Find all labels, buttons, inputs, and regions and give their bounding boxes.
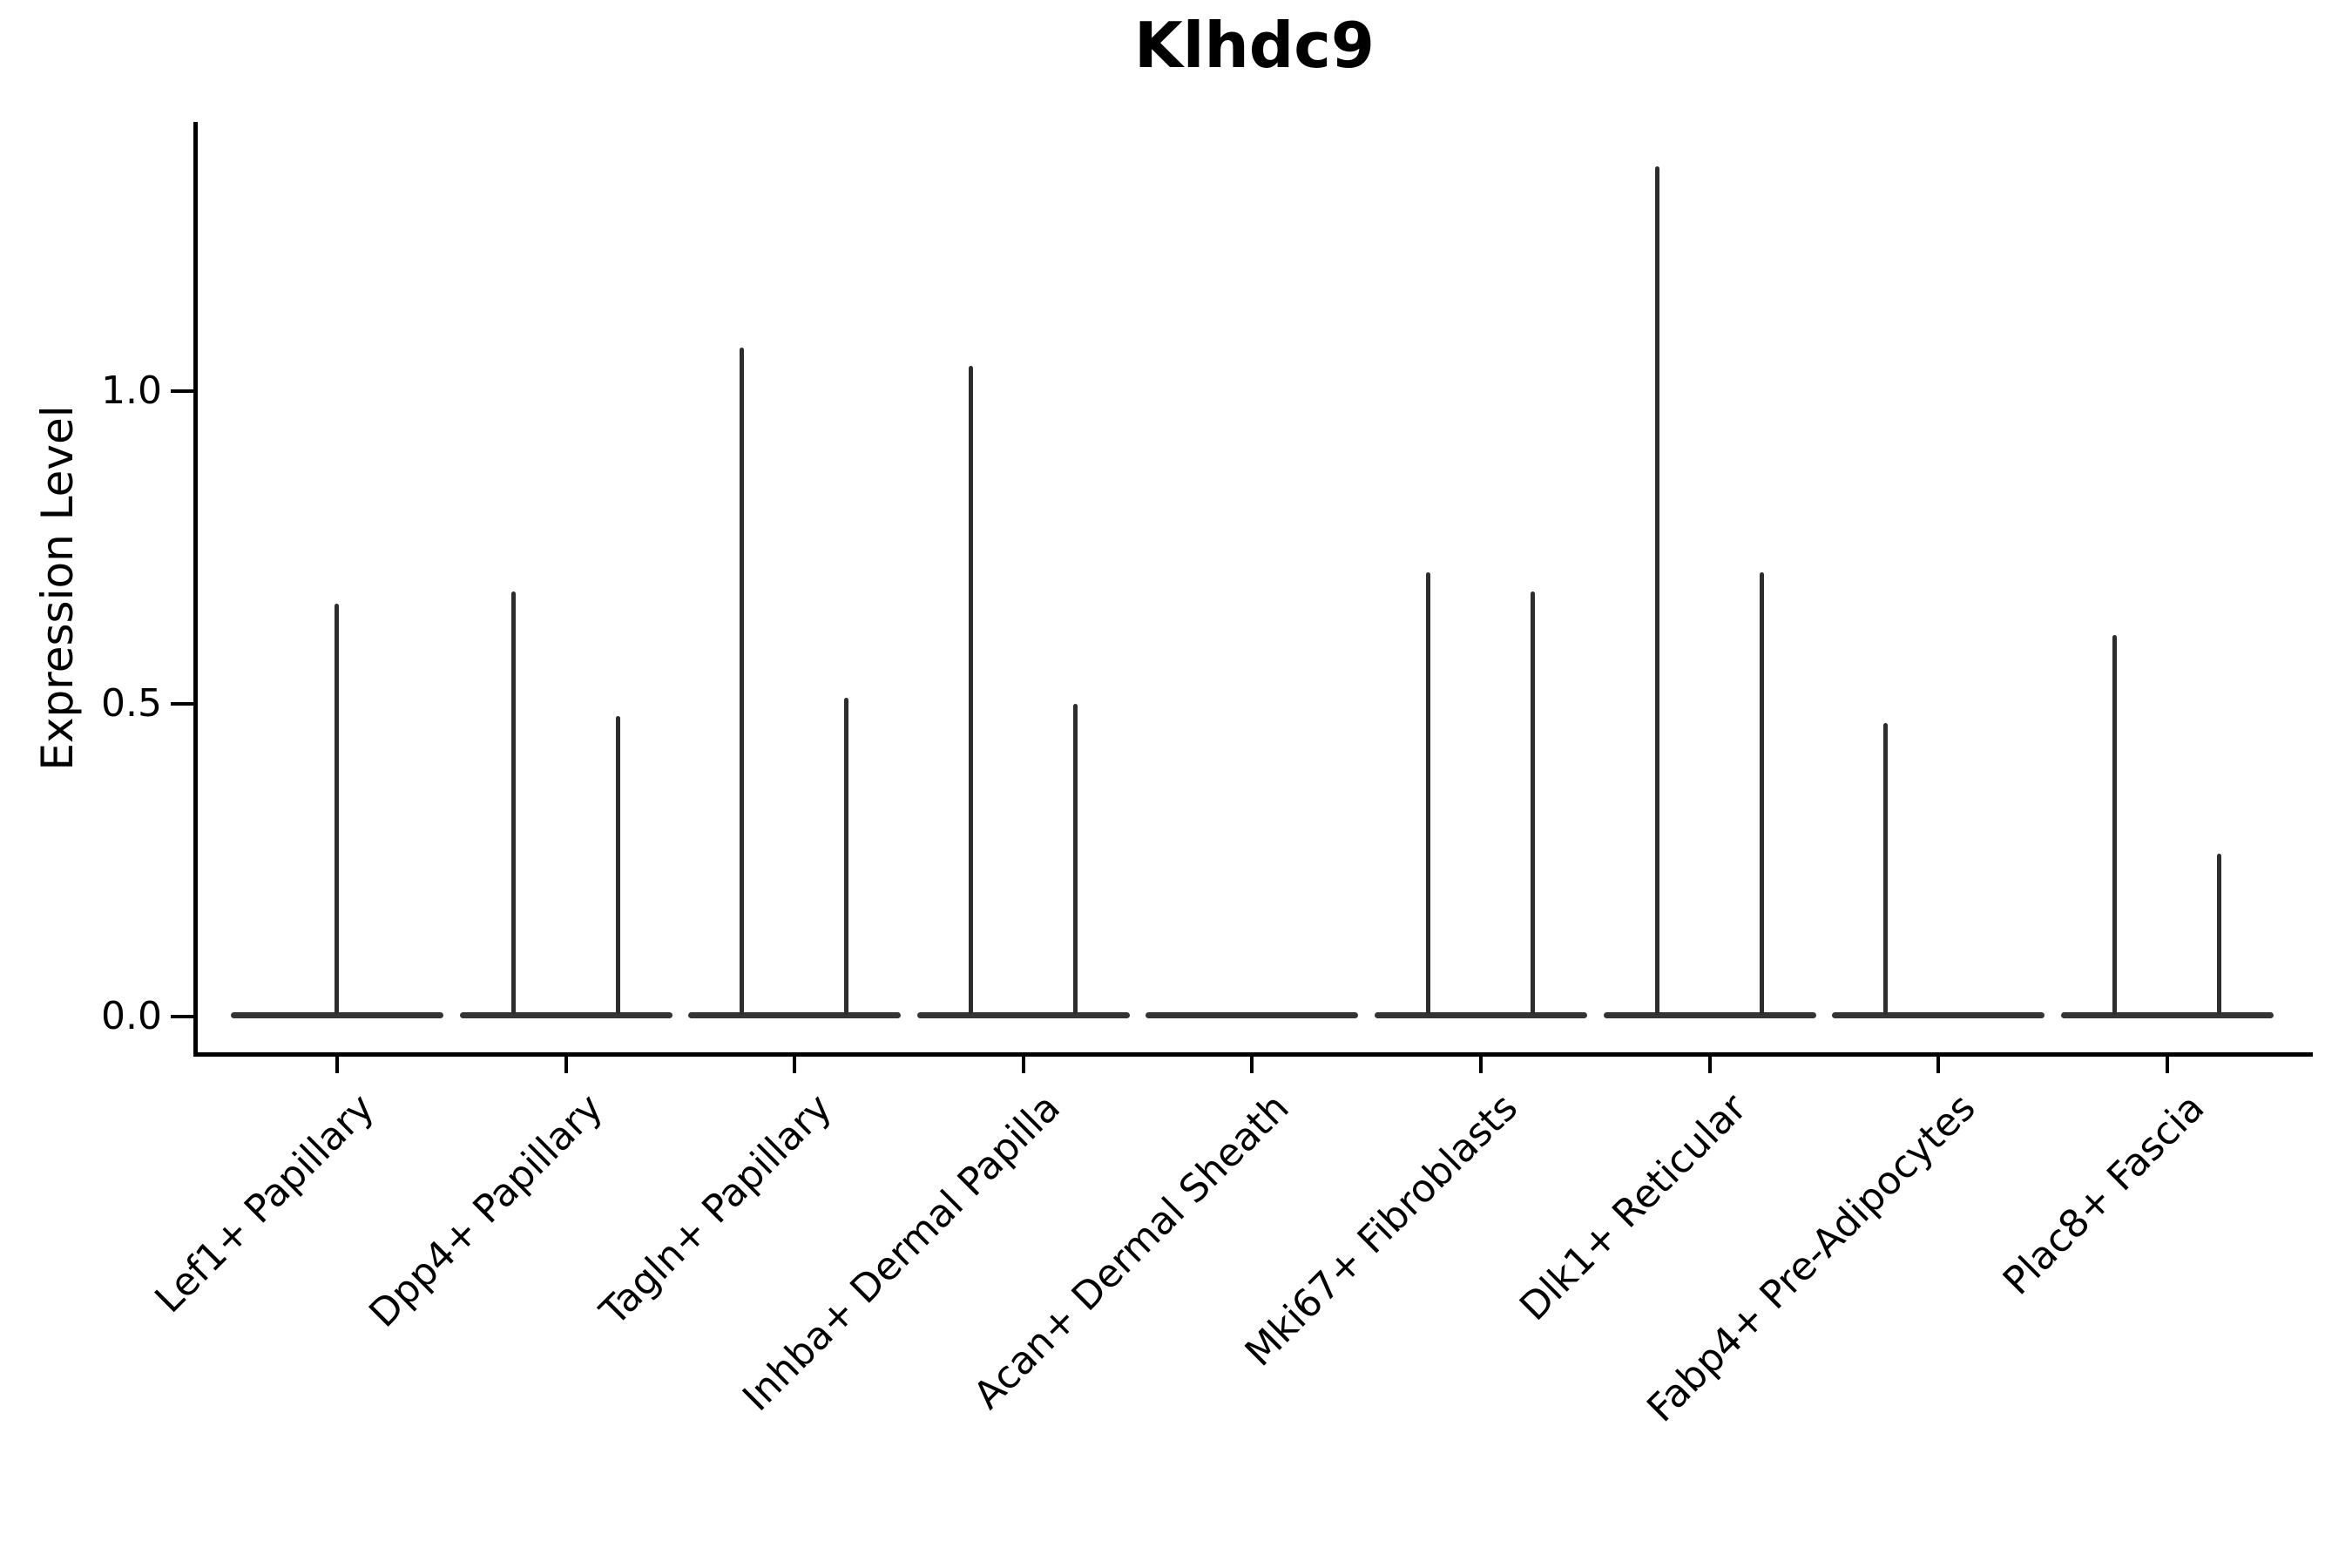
x-tick-mark [2165,1054,2169,1073]
violin-spike [335,604,339,1015]
violin-spike [968,366,973,1015]
x-tick-label: Plac8+ Fascia [1994,1085,2213,1304]
violin-spike [2216,854,2221,1015]
violin-spike [615,716,620,1015]
y-axis-spine [193,122,198,1056]
x-tick-label: Dlk1+ Reticular [1511,1085,1755,1329]
x-tick-mark [564,1054,568,1073]
chart-title: Klhdc9 [1133,9,1375,82]
violin-spike [740,347,745,1015]
x-tick-mark [1479,1054,1483,1073]
violin-spike [1759,572,1764,1015]
violin-spike [1072,704,1078,1015]
violin-baseline [2060,1012,2274,1018]
y-tick-mark [171,1015,195,1018]
x-tick-mark [1021,1054,1025,1073]
x-tick-mark [793,1054,797,1073]
x-tick-mark [1707,1054,1712,1073]
violin-baseline [231,1012,443,1018]
y-tick-label: 0.5 [101,681,162,726]
x-tick-label: Lef1+ Papillary [145,1085,383,1322]
x-tick-mark [1936,1054,1941,1073]
violin-baseline [1603,1012,1816,1018]
violin-spike [1426,572,1430,1015]
x-tick-mark [335,1054,339,1073]
violin-baseline [459,1012,672,1018]
y-tick-label: 1.0 [101,368,162,413]
violin-baseline [688,1012,902,1018]
violin-baseline [1375,1012,1587,1018]
y-tick-mark [171,702,195,706]
violin-spike [2112,635,2117,1015]
violin-spike [1654,166,1659,1015]
violin-baseline [1146,1012,1359,1018]
violin-baseline [1832,1012,2045,1018]
x-tick-label: Dpp4+ Papillary [361,1085,612,1336]
violin-spike [510,591,516,1015]
y-tick-label: 0.0 [101,994,162,1038]
violin-spike [844,697,849,1015]
y-tick-mark [171,389,195,393]
violin-spike [1883,722,1889,1015]
x-tick-mark [1250,1054,1254,1073]
violin-baseline [916,1012,1130,1018]
x-tick-label: Tagln+ Papillary [591,1085,841,1335]
violin-spike [1531,591,1535,1015]
